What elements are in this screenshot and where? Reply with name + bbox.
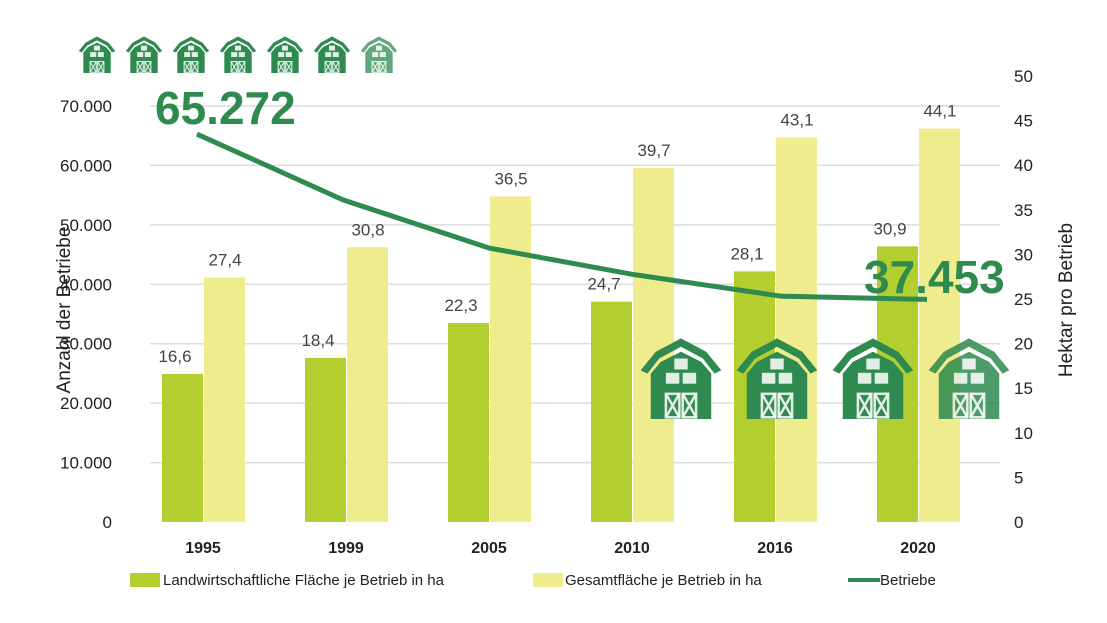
bar-label-landwirtschaftliche: 16,6 (158, 347, 191, 366)
bar-gesamtflaeche-2005 (490, 196, 531, 523)
left-axis-title: Anzahl der Betriebe (54, 227, 75, 394)
left-tick-label: 40.000 (60, 275, 112, 294)
legend-label-gesamtflaeche: Gesamtfläche je Betrieb in ha (565, 572, 762, 589)
right-tick-label: 10 (1014, 424, 1033, 443)
legend-label-betriebe: Betriebe (880, 572, 936, 589)
bar-label-gesamtflaeche: 36,5 (494, 169, 527, 188)
left-tick-label: 30.000 (60, 335, 112, 354)
bar-label-landwirtschaftliche: 30,9 (873, 219, 906, 238)
barn-icon (266, 35, 304, 74)
right-tick-label: 15 (1014, 379, 1033, 398)
bar-landwirtschaftliche-1995 (162, 373, 203, 522)
x-tick-label: 2016 (757, 540, 793, 557)
right-tick-label: 20 (1014, 335, 1033, 354)
right-tick-label: 45 (1014, 112, 1033, 131)
left-tick-label: 10.000 (60, 454, 112, 473)
left-axis-ticks: 0 10.000 20.000 30.000 40.000 50.000 60.000 70.… (60, 97, 112, 532)
legend-swatch-gesamtflaeche (533, 573, 563, 587)
right-tick-label: 35 (1014, 201, 1033, 220)
bar-labels: 16,6 27,4 18,4 30,8 22,3 36,5 24,7 39,7 28,1 43,1… (158, 102, 956, 366)
bar-landwirtschaftliche-2005 (448, 323, 489, 522)
right-tick-label: 5 (1014, 468, 1023, 487)
barn-icon (313, 35, 351, 74)
bar-gesamtflaeche-2020 (919, 128, 960, 523)
right-tick-label: 50 (1014, 67, 1033, 86)
right-tick-label: 25 (1014, 290, 1033, 309)
bar-gesamtflaeche-1995 (204, 277, 245, 522)
bars (162, 128, 960, 523)
bar-gesamtflaeche-1999 (347, 247, 388, 522)
barn-icon (125, 35, 163, 74)
bar-label-gesamtflaeche: 43,1 (780, 111, 813, 130)
x-tick-label: 2020 (900, 540, 936, 557)
barn-icons-large (639, 337, 1011, 419)
bar-label-gesamtflaeche: 39,7 (637, 141, 670, 160)
bar-gesamtflaeche-2016 (776, 137, 817, 522)
bar-label-gesamtflaeche: 30,8 (351, 220, 384, 239)
right-tick-label: 0 (1014, 513, 1023, 532)
legend-label-landwirtschaftliche: Landwirtschaftliche Fläche je Betrieb in… (163, 572, 445, 589)
betriebe-line (195, 131, 928, 302)
barn-icon (360, 35, 398, 74)
bar-label-gesamtflaeche: 27,4 (208, 251, 241, 270)
left-tick-label: 50.000 (60, 216, 112, 235)
bar-label-landwirtschaftliche: 22,3 (444, 296, 477, 315)
bar-landwirtschaftliche-2010 (591, 301, 632, 522)
bar-label-gesamtflaeche: 44,1 (923, 102, 956, 121)
bar-gesamtflaeche-2010 (633, 167, 674, 522)
legend: Landwirtschaftliche Fläche je Betrieb in… (130, 572, 936, 589)
x-axis-ticks: 1995 1999 2005 2010 2016 2020 (185, 540, 936, 557)
barn-icon (172, 35, 210, 74)
left-tick-label: 0 (103, 513, 112, 532)
line-series (195, 131, 928, 302)
left-tick-label: 70.000 (60, 97, 112, 116)
right-axis-ticks: 0 5 10 15 20 25 30 35 40 45 50 (1014, 67, 1033, 532)
legend-swatch-landwirtschaftliche (130, 573, 160, 587)
gridlines (150, 105, 1000, 464)
barn-icon (219, 35, 257, 74)
x-tick-label: 2010 (614, 540, 650, 557)
barn-icon (78, 35, 116, 74)
x-tick-label: 1999 (328, 540, 364, 557)
right-tick-label: 40 (1014, 156, 1033, 175)
right-tick-label: 30 (1014, 245, 1033, 264)
right-axis-title: Hektar pro Betrieb (1056, 223, 1077, 377)
line-start-label: 65.272 (155, 82, 296, 134)
x-tick-label: 2005 (471, 540, 507, 557)
line-end-label: 37.453 (864, 251, 1005, 303)
bar-landwirtschaftliche-1999 (305, 357, 346, 522)
bar-label-landwirtschaftliche: 28,1 (730, 244, 763, 263)
left-tick-label: 60.000 (60, 156, 112, 175)
bar-label-landwirtschaftliche: 18,4 (301, 331, 334, 350)
bar-label-landwirtschaftliche: 24,7 (587, 275, 620, 294)
barn-icons-small (78, 35, 398, 74)
x-tick-label: 1995 (185, 540, 221, 557)
left-tick-label: 20.000 (60, 394, 112, 413)
